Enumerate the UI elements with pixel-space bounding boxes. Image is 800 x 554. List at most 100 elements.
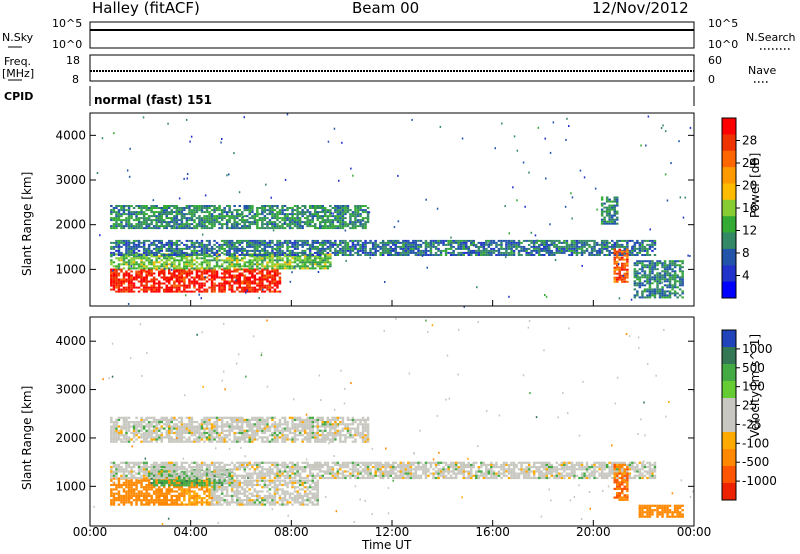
echo-cell xyxy=(175,227,179,230)
echo-cell xyxy=(193,227,196,230)
echo-cell xyxy=(155,494,158,497)
echo-cell xyxy=(663,260,667,263)
echo-cell xyxy=(142,267,146,270)
echo-cell xyxy=(656,282,659,285)
echo-cell xyxy=(168,270,171,273)
echo-cell xyxy=(575,241,579,244)
echo-cell xyxy=(361,243,365,246)
echo-cell xyxy=(661,276,664,279)
echo-cell xyxy=(145,255,148,258)
echo-cell xyxy=(578,245,581,248)
echo-cell xyxy=(364,223,367,226)
echo-cell xyxy=(200,251,204,254)
echo-cell xyxy=(147,486,151,489)
echo-cell xyxy=(658,274,662,277)
echo-cell xyxy=(656,278,659,281)
echo-cell xyxy=(198,494,201,497)
echo-cell xyxy=(449,247,453,250)
echo-cell xyxy=(213,251,216,254)
echo-cell xyxy=(165,249,168,252)
echo-cell xyxy=(173,501,176,504)
echo-speck xyxy=(235,279,237,282)
echo-cell xyxy=(349,227,352,230)
echo-cell xyxy=(200,282,204,285)
echo-cell xyxy=(600,243,604,246)
echo-cell xyxy=(261,270,264,273)
echo-cell xyxy=(283,253,287,256)
echo-cell xyxy=(195,288,199,291)
echo-cell xyxy=(661,264,664,267)
echo-cell xyxy=(173,217,176,220)
echo-cell xyxy=(150,255,153,258)
echo-cell xyxy=(228,267,231,270)
echo-cell xyxy=(512,239,516,242)
echo-cell xyxy=(545,249,548,252)
echo-cell xyxy=(155,278,158,281)
echo-cell xyxy=(248,265,251,268)
echo-cell xyxy=(618,248,621,251)
echo-cell xyxy=(273,497,277,500)
echo-cell xyxy=(233,267,236,270)
echo-cell xyxy=(505,254,508,256)
echo-cell xyxy=(651,268,654,271)
echo-cell xyxy=(263,290,267,293)
echo-cell xyxy=(203,257,206,260)
echo-cell xyxy=(185,243,189,246)
echo-cell xyxy=(135,253,138,256)
echo-cell xyxy=(273,503,277,506)
echo-cell xyxy=(208,259,211,262)
echo-cell xyxy=(180,213,184,216)
echo-cell xyxy=(668,272,672,275)
echo-cell xyxy=(253,490,257,493)
echo-cell xyxy=(648,245,652,248)
echo-cell xyxy=(356,207,360,209)
echo-cell xyxy=(208,227,211,230)
echo-cell xyxy=(316,263,319,266)
echo-speck xyxy=(384,281,386,283)
echo-cell xyxy=(135,267,138,270)
echo-cell xyxy=(301,245,304,248)
echo-cell xyxy=(341,254,345,256)
echo-cell xyxy=(253,280,257,283)
echo-cell xyxy=(563,241,566,244)
echo-cell xyxy=(198,282,201,285)
echo-cell xyxy=(545,251,548,254)
echo-cell xyxy=(173,211,176,214)
echo-cell xyxy=(142,479,146,482)
echo-speck xyxy=(682,216,685,219)
echo-cell xyxy=(168,492,171,495)
echo-cell xyxy=(150,268,153,271)
echo-cell xyxy=(218,482,221,485)
echo-cell xyxy=(135,225,138,228)
echo-cell xyxy=(112,278,116,281)
echo-cell xyxy=(210,278,214,281)
echo-cell xyxy=(160,259,163,262)
echo-cell xyxy=(666,274,669,277)
echo-cell xyxy=(329,211,332,214)
echo-speck xyxy=(488,242,490,245)
echo-cell xyxy=(278,239,282,242)
echo-cell xyxy=(301,499,304,502)
echo-cell xyxy=(263,267,267,270)
echo-cell xyxy=(251,274,254,277)
echo-cell xyxy=(130,492,133,495)
echo-cell xyxy=(530,239,533,242)
echo-cell xyxy=(198,245,201,248)
echo-cell xyxy=(288,501,292,504)
echo-cell xyxy=(112,265,116,268)
echo-cell xyxy=(205,276,209,279)
echo-cell xyxy=(233,290,236,293)
echo-cell xyxy=(110,492,113,495)
echo-cell xyxy=(361,251,365,254)
echo-speck xyxy=(596,208,598,211)
echo-cell xyxy=(210,276,214,279)
echo-cell xyxy=(152,288,156,291)
echo-cell xyxy=(117,282,121,285)
echo-cell xyxy=(314,486,317,489)
echo-cell xyxy=(163,207,166,209)
echo-cell xyxy=(188,270,191,273)
echo-cell xyxy=(314,247,317,250)
echo-cell xyxy=(208,249,211,252)
echo-cell xyxy=(361,209,365,212)
echo-cell xyxy=(261,284,264,287)
